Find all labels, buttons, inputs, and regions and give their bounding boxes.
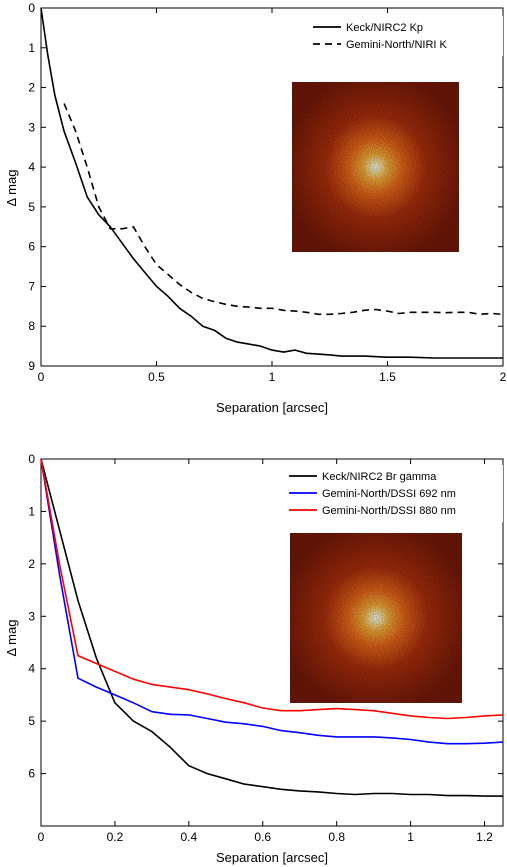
- x-tick-label: 0: [38, 830, 45, 844]
- y-tick-label: 3: [28, 609, 35, 623]
- legend-label-1: Keck/NIRC2 Kp: [346, 22, 423, 34]
- series-line-1: [40, 7, 503, 359]
- y-tick-label: 1: [28, 504, 35, 518]
- y-tick-label: 6: [28, 767, 35, 781]
- chart-1-plot-area: 0 0.5 1 1.5 2 0 1 2 3 4 5 6 7 8 9: [28, 1, 506, 384]
- legend-box: [309, 16, 503, 56]
- chart-2-x-axis-label: Separation [arcsec]: [216, 850, 328, 865]
- x-tick-label: 0.6: [254, 830, 271, 844]
- legend-label-1: Keck/NIRC2 Br gamma: [322, 471, 437, 483]
- y-tick-label: 5: [28, 714, 35, 728]
- chart-1: 0 0.5 1 1.5 2 0 1 2 3 4 5 6 7 8 9 Keck/NIRC2 Kp Gemini-…: [4, 1, 507, 415]
- y-tick-label: 8: [28, 319, 35, 333]
- x-tick-label: 1.5: [379, 370, 396, 384]
- y-tick-label: 7: [28, 279, 35, 293]
- y-tick-label: 9: [28, 359, 35, 373]
- chart-1-x-axis-label: Separation [arcsec]: [216, 400, 328, 415]
- y-tick-label: 0: [28, 1, 35, 15]
- series-line-2: [63, 103, 504, 316]
- axes-frame: [40, 458, 504, 827]
- legend-box: [285, 465, 503, 522]
- inset-noise-1: [292, 82, 459, 252]
- chart-1-legend: Keck/NIRC2 Kp Gemini-North/NIRI K: [309, 16, 503, 56]
- x-tick-label: 1.2: [476, 830, 493, 844]
- y-tick-label: 5: [28, 200, 35, 214]
- chart-2-y-axis-label: Δ mag: [4, 620, 19, 657]
- x-tick-label: 0.2: [107, 830, 124, 844]
- y-tick-label: 1: [28, 41, 35, 55]
- x-tick-label: 1: [269, 370, 276, 384]
- series-line-2: [40, 458, 504, 745]
- y-tick-label: 4: [28, 662, 35, 676]
- y-tick-label: 3: [28, 120, 35, 134]
- chart-1-inset-image: [292, 82, 459, 252]
- chart-2: 0 0.2 0.4 0.6 0.8 1 1.2 0 1 2 3 4 5 6 Keck/NIRC2 Br g…: [4, 452, 504, 865]
- x-tick-label: 0.8: [328, 830, 345, 844]
- series-line-1: [40, 458, 503, 797]
- legend-label-3: Gemini-North/DSSI 880 nm: [322, 505, 456, 517]
- y-tick-label: 2: [28, 81, 35, 95]
- legend-label-2: Gemini-North/DSSI 692 nm: [322, 488, 456, 500]
- series-line-3: [40, 458, 504, 720]
- y-tick-label: 0: [28, 452, 35, 466]
- chart-1-y-axis-label: Δ mag: [4, 170, 19, 207]
- chart-2-plot-area: 0 0.2 0.4 0.6 0.8 1 1.2 0 1 2 3 4 5 6: [28, 452, 504, 844]
- x-tick-label: 2: [500, 370, 507, 384]
- x-tick-label: 0.5: [148, 370, 165, 384]
- x-tick-label: 0.4: [180, 830, 197, 844]
- y-tick-label: 6: [28, 240, 35, 254]
- x-tick-label: 0: [38, 370, 45, 384]
- chart-2-legend: Keck/NIRC2 Br gamma Gemini-North/DSSI 692…: [285, 465, 503, 522]
- chart-2-inset-image: [290, 533, 462, 703]
- x-tick-label: 1: [407, 830, 414, 844]
- inset-noise-2: [290, 533, 462, 703]
- y-tick-label: 4: [28, 160, 35, 174]
- y-tick-label: 2: [28, 557, 35, 571]
- legend-label-2: Gemini-North/NIRI K: [346, 39, 448, 51]
